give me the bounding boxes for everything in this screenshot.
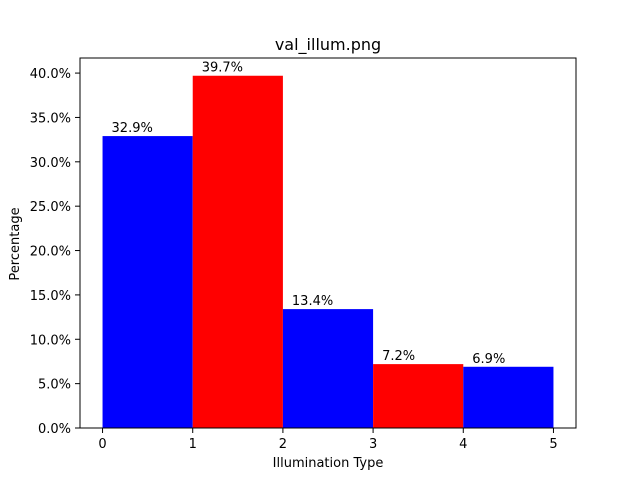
y-tick-label-0: 0.0% (38, 422, 71, 437)
plot-frame (79, 57, 577, 429)
bar-3 (373, 364, 464, 428)
bar-0 (102, 136, 193, 428)
data-label-0: 32.9% (112, 121, 153, 136)
y-tick-label-4: 20.0% (30, 245, 71, 260)
x-axis-ticks: 0 1 2 3 4 5 (98, 428, 558, 452)
y-tick-label-6: 30.0% (30, 156, 71, 171)
y-tick-label-3: 15.0% (30, 289, 71, 304)
data-label-3: 7.2% (382, 349, 415, 364)
y-tick-label-7: 35.0% (30, 111, 71, 126)
x-tick-label-0: 0 (98, 437, 106, 452)
bars-group (102, 75, 554, 429)
y-tick-label-1: 5.0% (38, 378, 71, 393)
y-axis-label: Percentage (8, 207, 23, 280)
x-tick-label-4: 4 (459, 437, 467, 452)
data-label-4: 6.9% (472, 352, 505, 367)
x-tick-label-3: 3 (369, 437, 377, 452)
bar-2 (282, 309, 374, 428)
data-label-2: 13.4% (292, 294, 333, 309)
y-tick-label-2: 10.0% (30, 333, 71, 348)
x-tick-label-1: 1 (189, 437, 197, 452)
bar-4 (463, 366, 554, 428)
data-labels-group: 32.9% 39.7% 13.4% 7.2% 6.9% (112, 61, 506, 367)
x-tick-label-5: 5 (549, 437, 557, 452)
y-axis-ticks: 0.0% 5.0% 10.0% 15.0% 20.0% 25.0% 30.0% 35.0% 40… (30, 67, 80, 437)
bar-1 (192, 75, 283, 429)
y-tick-label-5: 25.0% (30, 200, 71, 215)
chart-title: val_illum.png (275, 35, 381, 55)
y-tick-label-8: 40.0% (30, 67, 71, 82)
data-label-1: 39.7% (202, 61, 243, 76)
x-tick-label-2: 2 (279, 437, 287, 452)
x-axis-label: Illumination Type (273, 456, 384, 471)
